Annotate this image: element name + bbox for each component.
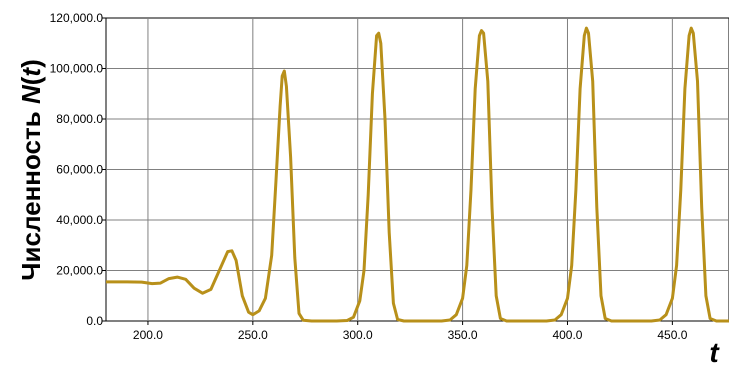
y-tick-label: 120,000.0 (50, 11, 104, 25)
x-tick-label: 200.0 (133, 328, 163, 342)
x-axis-label: t (709, 337, 720, 367)
y-tick-label: 80,000.0 (56, 112, 103, 126)
series-line (106, 26, 729, 323)
grid (106, 18, 729, 321)
x-tick-label: 350.0 (448, 328, 478, 342)
x-tick-label: 250.0 (238, 328, 268, 342)
y-tick-label: 20,000.0 (56, 264, 103, 278)
y-tick-label: 0.0 (86, 314, 103, 328)
x-tick-label: 450.0 (657, 328, 687, 342)
y-tick-label: 40,000.0 (56, 213, 103, 227)
y-axis-label: Численность N(t) (16, 59, 46, 281)
y-tick-label: 100,000.0 (50, 62, 104, 76)
x-tick-label: 300.0 (343, 328, 373, 342)
y-tick-label: 60,000.0 (56, 163, 103, 177)
axis-ticks: 200.0 250.0 300.0 350.0 400.0 450.0 0.0 20,000.… (50, 11, 688, 342)
x-tick-label: 400.0 (552, 328, 582, 342)
series-layer (106, 26, 729, 323)
